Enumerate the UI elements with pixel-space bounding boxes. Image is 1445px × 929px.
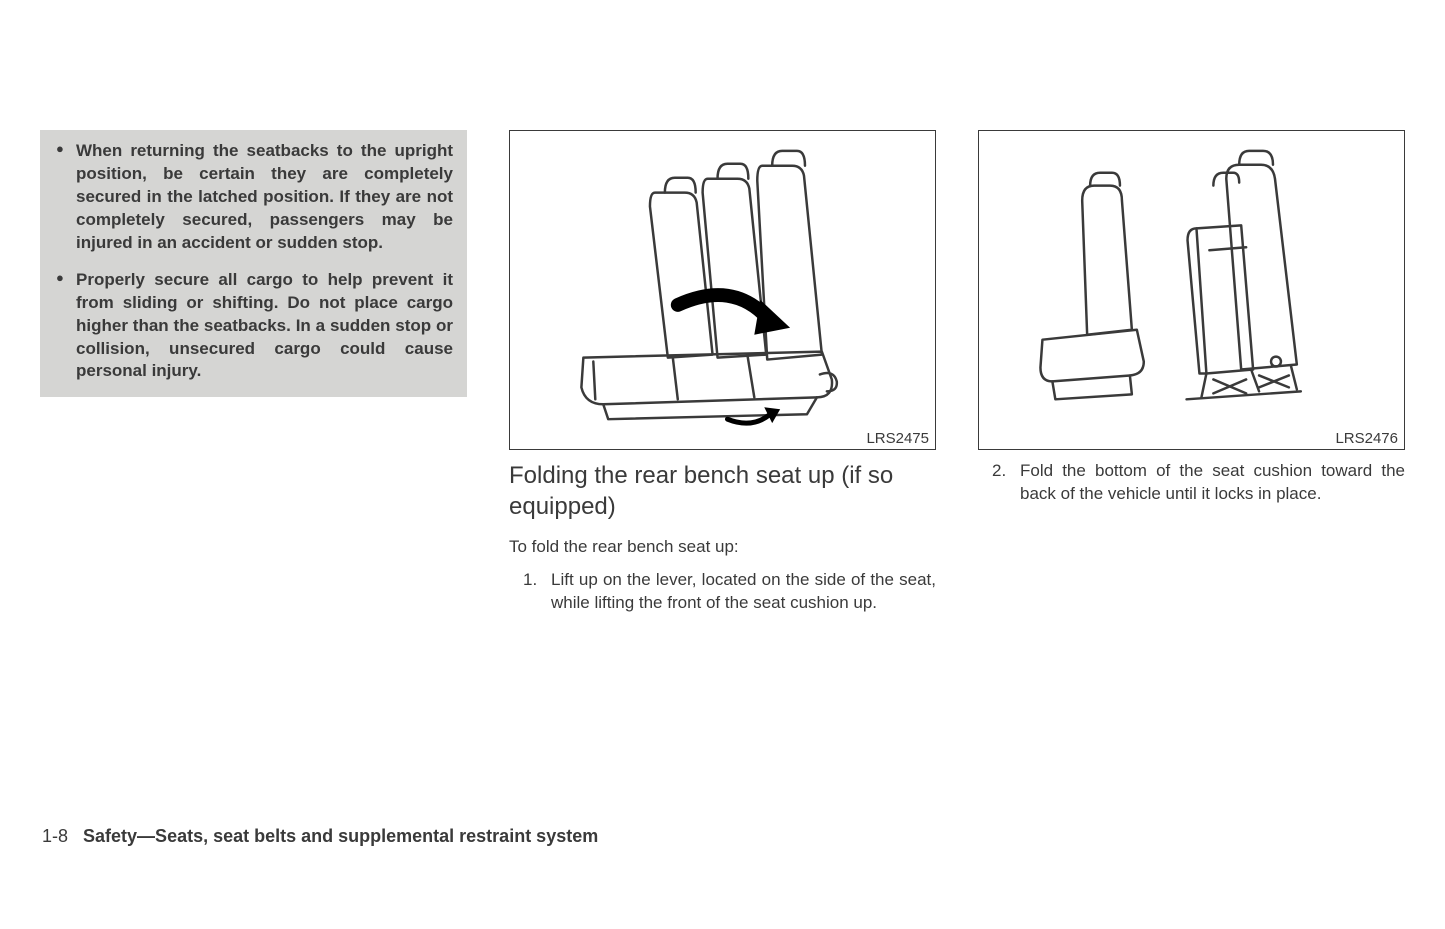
warning-box: When returning the seatbacks to the upri… [40,130,467,397]
figure-seat-fold-arrow: LRS2475 [509,130,936,450]
section-subheading: Folding the rear bench seat up (if so eq… [509,460,936,522]
figure-label: LRS2475 [866,430,929,447]
figure-label: LRS2476 [1335,430,1398,447]
seat-diagram-1-icon [510,131,935,449]
column-3: LRS2476 2. Fold the bottom of the seat c… [978,130,1405,623]
page-number: 1-8 [42,826,68,846]
step-text: Fold the bottom of the seat cushion towa… [1020,461,1405,503]
step-item: 1. Lift up on the lever, located on the … [509,569,936,615]
figure-seat-folded-up: LRS2476 [978,130,1405,450]
warning-item: Properly secure all cargo to help preven… [54,269,453,384]
step-item: 2. Fold the bottom of the seat cushion t… [978,460,1405,506]
step-list: 2. Fold the bottom of the seat cushion t… [978,460,1405,514]
manual-page: When returning the seatbacks to the upri… [0,0,1445,663]
section-title: Safety—Seats, seat belts and supplementa… [83,826,598,846]
step-list: 1. Lift up on the lever, located on the … [509,569,936,623]
intro-text: To fold the rear bench seat up: [509,536,936,559]
step-text: Lift up on the lever, located on the sid… [551,570,936,612]
step-number: 2. [992,460,1006,483]
step-number: 1. [523,569,537,592]
page-footer: 1-8 Safety—Seats, seat belts and supplem… [42,826,598,847]
seat-diagram-2-icon [979,131,1404,449]
column-2: LRS2475 Folding the rear bench seat up (… [509,130,936,623]
warning-list: When returning the seatbacks to the upri… [54,140,453,383]
column-1: When returning the seatbacks to the upri… [40,130,467,623]
warning-item: When returning the seatbacks to the upri… [54,140,453,255]
